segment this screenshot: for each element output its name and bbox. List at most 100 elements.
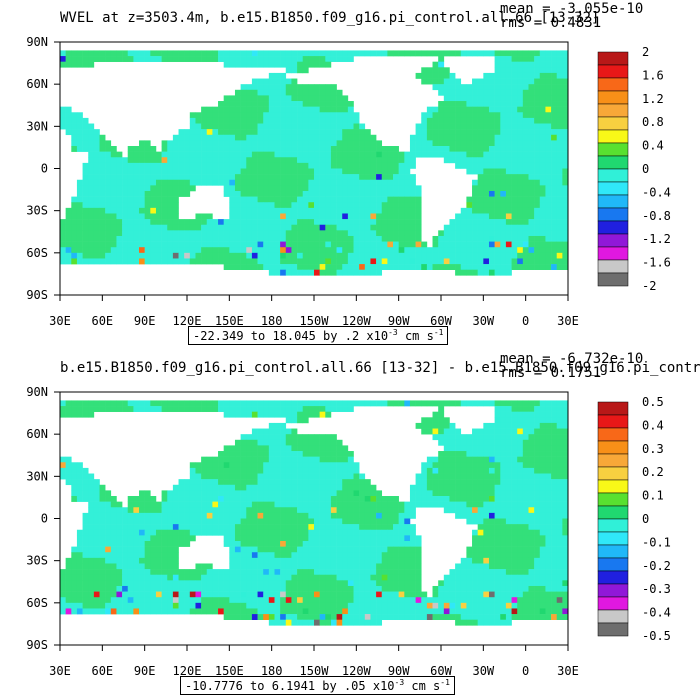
field-cell xyxy=(347,569,354,576)
field-cell xyxy=(409,580,416,587)
field-cell xyxy=(229,462,236,469)
field-cell xyxy=(477,89,484,96)
field-cell xyxy=(551,496,558,502)
field-cell xyxy=(144,224,151,231)
field-cell xyxy=(545,179,552,186)
field-cell xyxy=(426,72,433,79)
field-cell xyxy=(325,269,332,276)
field-cell xyxy=(534,524,541,531)
field-cell xyxy=(105,535,112,542)
field-cell xyxy=(65,574,72,581)
field-cell xyxy=(370,574,377,581)
field-cell xyxy=(483,134,490,141)
field-cell xyxy=(488,569,495,576)
field-cell xyxy=(325,117,332,124)
field-cell xyxy=(325,585,332,592)
field-cell xyxy=(517,540,524,547)
field-cell xyxy=(500,258,507,265)
field-cell xyxy=(460,451,467,457)
field-cell xyxy=(415,501,422,508)
field-cell xyxy=(342,50,349,57)
field-cell xyxy=(562,557,569,564)
colorbar-swatch xyxy=(597,155,629,170)
field-cell xyxy=(184,129,191,136)
field-cell xyxy=(234,247,241,254)
field-cell xyxy=(99,406,106,412)
field-cell xyxy=(274,235,281,242)
field-cell xyxy=(314,496,320,502)
field-cell xyxy=(477,484,484,491)
field-cell xyxy=(522,252,529,259)
field-cell xyxy=(534,78,541,85)
field-cell xyxy=(144,213,151,220)
field-cell xyxy=(297,95,304,102)
field-cell xyxy=(110,196,117,203)
field-cell xyxy=(246,157,253,164)
field-cell xyxy=(325,540,332,547)
field-cell xyxy=(319,546,326,553)
field-cell xyxy=(280,72,287,79)
field-cell xyxy=(240,112,247,119)
field-cell xyxy=(347,101,354,107)
field-cell xyxy=(539,529,546,536)
field-cell xyxy=(426,400,433,407)
field-cell xyxy=(443,95,450,102)
field-cell xyxy=(505,101,512,107)
field-cell xyxy=(212,151,219,158)
field-cell xyxy=(347,134,354,141)
field-cell xyxy=(110,540,117,547)
field-cell xyxy=(246,179,253,186)
field-cell xyxy=(494,574,501,581)
field-cell xyxy=(285,512,292,519)
field-cell xyxy=(562,563,569,570)
field-cell xyxy=(528,106,535,113)
field-cell xyxy=(314,252,320,259)
field-cell xyxy=(325,95,332,102)
field-cell xyxy=(201,235,208,242)
field-cell xyxy=(274,258,281,265)
field-cell xyxy=(139,406,145,412)
field-cell xyxy=(415,134,422,141)
field-cell xyxy=(223,106,230,113)
field-cell xyxy=(522,213,529,220)
field-cell xyxy=(488,445,495,452)
field-cell xyxy=(302,473,309,480)
field-cell xyxy=(562,106,569,113)
field-cell xyxy=(505,235,512,242)
field-cell xyxy=(150,235,157,242)
field-cell xyxy=(285,479,292,486)
field-cell xyxy=(302,179,309,186)
field-cell xyxy=(116,501,123,508)
field-cell xyxy=(522,540,529,547)
field-cell xyxy=(545,563,552,570)
field-cell xyxy=(353,123,360,130)
field-cell xyxy=(246,258,253,265)
field-cell xyxy=(325,101,332,107)
field-cell xyxy=(381,524,388,531)
field-cell xyxy=(517,247,524,254)
field-cell xyxy=(189,518,196,525)
field-cell xyxy=(178,179,185,186)
field-cell xyxy=(534,179,541,186)
field-cell xyxy=(105,219,112,226)
field-cell xyxy=(240,258,247,265)
field-cell xyxy=(438,479,445,486)
field-cell xyxy=(477,400,484,407)
field-cell xyxy=(556,422,563,429)
field-cell xyxy=(551,258,558,265)
field-cell xyxy=(477,540,484,547)
field-cell xyxy=(376,151,383,158)
field-cell xyxy=(234,563,241,570)
field-cell xyxy=(551,507,558,514)
field-cell xyxy=(297,151,304,158)
field-cell xyxy=(246,563,253,570)
field-cell xyxy=(257,89,264,96)
field-cell xyxy=(297,264,304,270)
field-cell xyxy=(438,428,445,435)
field-cell xyxy=(234,512,241,519)
field-cell xyxy=(88,174,95,181)
field-cell xyxy=(212,224,219,231)
field-cell xyxy=(528,451,535,457)
field-cell xyxy=(122,512,129,519)
field-cell xyxy=(404,400,411,407)
